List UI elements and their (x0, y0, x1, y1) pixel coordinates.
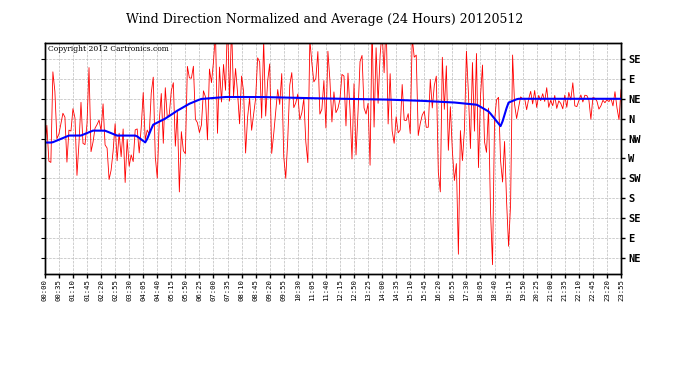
Text: Copyright 2012 Cartronics.com: Copyright 2012 Cartronics.com (48, 45, 168, 53)
Text: Wind Direction Normalized and Average (24 Hours) 20120512: Wind Direction Normalized and Average (2… (126, 13, 523, 26)
